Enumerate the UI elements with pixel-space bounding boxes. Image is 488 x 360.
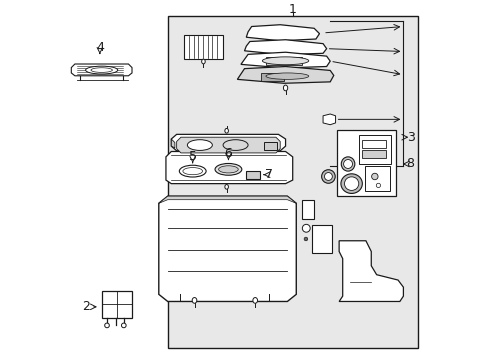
Polygon shape — [171, 134, 285, 151]
Ellipse shape — [192, 298, 197, 303]
Text: 4: 4 — [96, 41, 103, 54]
Text: 6: 6 — [224, 147, 232, 160]
Ellipse shape — [340, 174, 362, 193]
Polygon shape — [71, 64, 132, 76]
Polygon shape — [165, 152, 292, 184]
Bar — [362, 140, 385, 148]
Ellipse shape — [85, 66, 118, 74]
Ellipse shape — [321, 170, 334, 183]
Ellipse shape — [218, 166, 238, 173]
Ellipse shape — [371, 173, 377, 180]
Bar — [337, 130, 395, 196]
Bar — [167, 16, 417, 348]
Ellipse shape — [343, 159, 352, 168]
Polygon shape — [159, 196, 296, 203]
Ellipse shape — [223, 140, 247, 150]
Polygon shape — [246, 25, 319, 41]
Text: 5: 5 — [188, 150, 196, 163]
Bar — [301, 200, 313, 219]
Text: 2: 2 — [81, 300, 89, 313]
Text: 1: 1 — [288, 3, 296, 16]
Ellipse shape — [283, 85, 287, 91]
Ellipse shape — [121, 323, 126, 328]
Polygon shape — [244, 40, 326, 55]
Bar — [265, 57, 301, 65]
Ellipse shape — [91, 68, 112, 72]
Ellipse shape — [324, 172, 332, 180]
Ellipse shape — [183, 167, 202, 175]
Polygon shape — [339, 241, 403, 301]
Text: 7: 7 — [265, 168, 273, 181]
Bar — [183, 35, 223, 59]
Ellipse shape — [179, 165, 205, 177]
Ellipse shape — [215, 163, 242, 175]
Polygon shape — [237, 67, 333, 83]
Bar — [246, 171, 259, 179]
Ellipse shape — [201, 59, 205, 64]
Polygon shape — [323, 114, 335, 125]
Polygon shape — [171, 139, 175, 148]
Text: 3: 3 — [407, 131, 414, 144]
Ellipse shape — [262, 57, 308, 65]
Bar — [358, 135, 390, 164]
Polygon shape — [176, 137, 280, 153]
Ellipse shape — [265, 73, 308, 79]
Bar — [312, 225, 331, 253]
Bar — [102, 291, 132, 318]
Ellipse shape — [224, 129, 228, 133]
Ellipse shape — [341, 157, 354, 171]
Bar — [365, 166, 389, 191]
Text: 8: 8 — [405, 157, 413, 171]
Ellipse shape — [252, 298, 257, 303]
Ellipse shape — [375, 183, 380, 188]
Polygon shape — [241, 52, 329, 68]
Ellipse shape — [344, 177, 358, 190]
Ellipse shape — [224, 185, 228, 189]
Bar — [362, 150, 385, 158]
Ellipse shape — [187, 140, 212, 150]
Ellipse shape — [302, 224, 309, 232]
Ellipse shape — [104, 323, 109, 328]
Bar — [260, 73, 283, 81]
Ellipse shape — [304, 237, 307, 241]
Polygon shape — [159, 196, 296, 301]
Bar — [264, 142, 276, 150]
